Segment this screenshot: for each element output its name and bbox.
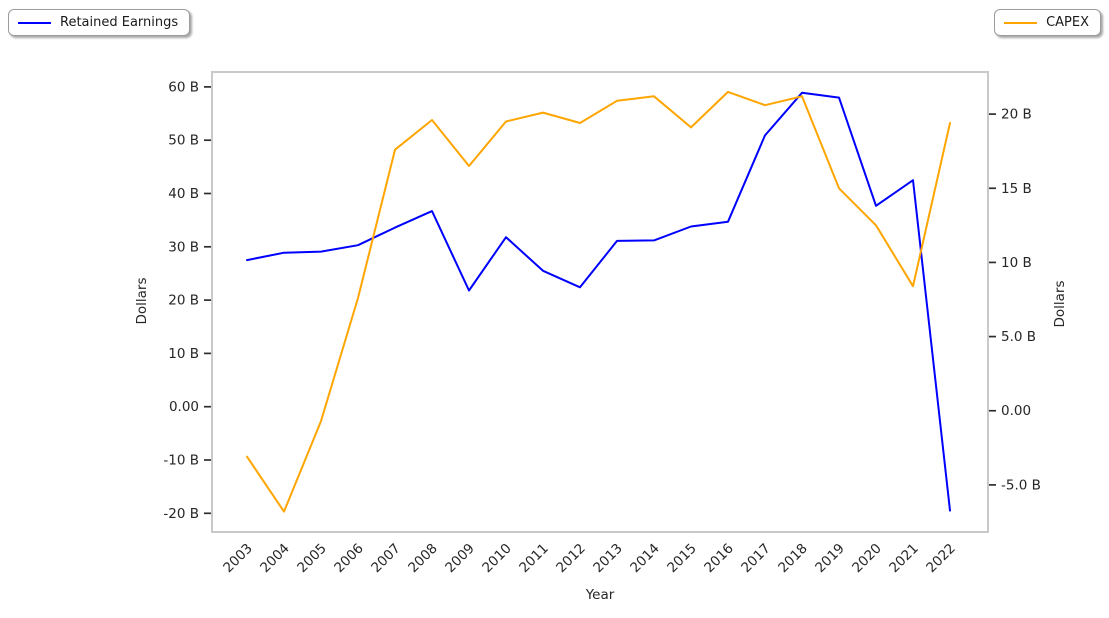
- legend-line-sample-retained-earnings: [18, 21, 51, 24]
- right-axis-tick-label: 15 B: [1001, 181, 1032, 197]
- legend-label-capex: CAPEX: [1046, 15, 1089, 30]
- right-axis-tick-label: -5.0 B: [1001, 477, 1041, 493]
- right-axis-title: Dollars: [1052, 280, 1068, 327]
- x-axis-tick-label: 2007: [368, 541, 404, 577]
- legend-label-retained-earnings: Retained Earnings: [60, 15, 179, 30]
- left-axis-tick-label: 30 B: [168, 239, 199, 255]
- left-axis-tick-label: -20 B: [163, 506, 199, 522]
- left-axis-tick-label: -10 B: [163, 453, 199, 469]
- x-axis-tick-label: 2015: [664, 541, 700, 577]
- x-axis-tick-label: 2011: [516, 541, 552, 577]
- x-axis-tick-label: 2009: [442, 541, 478, 577]
- plot-border: [211, 71, 989, 533]
- left-axis-tick-label: 0.00: [169, 399, 199, 415]
- x-axis-tick-label: 2017: [738, 541, 774, 577]
- x-axis-tick-label: 2003: [220, 541, 256, 577]
- legend-line-sample-capex: [1004, 21, 1038, 24]
- x-axis-tick-label: 2022: [923, 541, 959, 577]
- x-axis-tick-label: 2008: [405, 541, 441, 577]
- x-axis-tick-label: 2013: [590, 541, 626, 577]
- x-axis-tick-label: 2016: [701, 541, 737, 577]
- x-axis-tick-label: 2006: [331, 541, 367, 577]
- series-line-retained-earnings: [246, 91, 951, 512]
- left-axis-tick-label: 40 B: [168, 186, 199, 202]
- x-axis-tick-label: 2020: [849, 541, 885, 577]
- x-axis-title: Year: [585, 587, 615, 603]
- right-axis-tick-label: 0.00: [1001, 403, 1031, 419]
- legend-capex: CAPEX: [994, 9, 1101, 36]
- left-axis-tick-label: 50 B: [168, 133, 199, 149]
- right-axis-tick-label: 20 B: [1001, 107, 1032, 123]
- right-axis-tick-label: 5.0 B: [1001, 329, 1036, 345]
- left-axis-tick-label: 20 B: [168, 293, 199, 309]
- x-axis-tick-label: 2018: [775, 541, 811, 577]
- left-axis-tick-label: 60 B: [168, 79, 199, 95]
- legend-retained-earnings: Retained Earnings: [8, 9, 191, 36]
- x-axis-tick-label: 2005: [294, 541, 330, 577]
- left-axis-tick-label: 10 B: [168, 346, 199, 362]
- x-axis-tick-label: 2010: [479, 541, 515, 577]
- x-axis-tick-label: 2014: [627, 541, 663, 577]
- left-axis-title: Dollars: [134, 277, 150, 324]
- right-axis-tick-label: 10 B: [1001, 255, 1032, 271]
- x-axis-tick-label: 2021: [886, 541, 922, 577]
- x-axis-tick-label: 2004: [257, 541, 293, 577]
- series-line-capex: [246, 90, 951, 513]
- x-axis-tick-label: 2012: [553, 541, 589, 577]
- x-axis-tick-label: 2019: [812, 541, 848, 577]
